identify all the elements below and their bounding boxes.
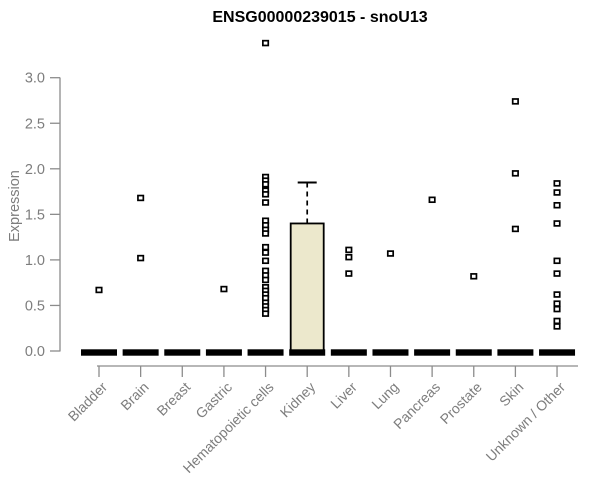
median-bar — [289, 349, 326, 356]
median-bar — [81, 349, 117, 356]
data-point — [220, 285, 228, 293]
y-tick-label: 2.0 — [25, 162, 45, 178]
y-tick-label: 1.5 — [25, 207, 45, 223]
data-point — [137, 194, 145, 202]
data-point — [553, 305, 561, 313]
data-point — [553, 180, 561, 187]
data-point — [511, 98, 519, 105]
data-point — [553, 317, 561, 325]
x-category-label: Brain — [117, 379, 151, 413]
data-point — [262, 310, 270, 317]
data-point — [470, 273, 478, 280]
y-tick-label: 2.5 — [25, 116, 45, 132]
y-tick-label: 0.0 — [25, 344, 45, 360]
x-category-label: Lung — [368, 379, 401, 412]
data-point — [345, 253, 353, 261]
data-point — [386, 250, 395, 257]
data-point — [345, 270, 353, 277]
median-bar — [372, 349, 409, 356]
median-bar — [164, 349, 201, 356]
data-point — [553, 220, 561, 227]
data-point — [428, 196, 436, 204]
x-category-label: Liver — [327, 379, 360, 412]
x-category-label: Bladder — [65, 379, 111, 425]
x-category-label: Kidney — [277, 379, 319, 421]
data-point — [511, 225, 519, 233]
data-point — [553, 291, 561, 298]
median-bar — [539, 349, 576, 356]
kidney-box — [289, 222, 325, 352]
data-point — [553, 323, 561, 330]
x-category-label: Skin — [496, 379, 527, 410]
data-point — [262, 243, 270, 251]
y-axis-label: Expression — [7, 170, 23, 242]
x-category-label: Prostate — [437, 379, 485, 427]
data-point — [262, 230, 270, 237]
x-category-label: Unknown / Other — [483, 379, 569, 465]
data-point — [137, 254, 145, 262]
data-point — [553, 257, 561, 265]
data-point — [262, 199, 270, 206]
median-bar — [247, 349, 284, 356]
median-bar — [414, 349, 451, 356]
median-bar — [330, 349, 367, 356]
data-point — [553, 189, 561, 196]
x-category-label: Breast — [153, 379, 193, 419]
data-point — [345, 246, 353, 254]
median-bar — [205, 349, 242, 356]
data-point — [262, 276, 270, 284]
median-bar — [497, 349, 534, 356]
chart-title: ENSG00000239015 - snoU13 — [212, 9, 428, 26]
y-tick-label: 1.0 — [25, 253, 45, 269]
data-point — [553, 201, 561, 209]
y-tick-label: 3.0 — [25, 71, 45, 87]
data-point — [511, 170, 519, 177]
data-point — [262, 249, 270, 256]
data-point — [262, 191, 270, 198]
y-tick-label: 0.5 — [25, 298, 45, 314]
data-point — [262, 181, 270, 188]
median-bar — [122, 349, 159, 356]
data-point — [95, 286, 103, 294]
data-point — [553, 300, 561, 307]
data-point — [262, 39, 270, 47]
data-point — [262, 257, 270, 265]
data-point — [553, 270, 561, 277]
median-bar — [455, 349, 492, 356]
